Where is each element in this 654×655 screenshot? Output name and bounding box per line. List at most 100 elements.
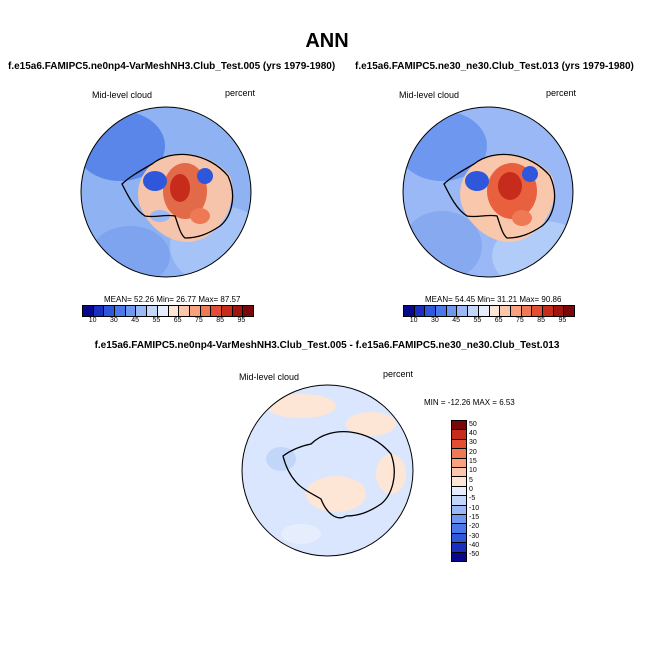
colorbar-swatch <box>136 306 148 316</box>
colorbar-swatch <box>452 543 466 553</box>
panel1-min: 26.77 <box>176 295 197 304</box>
colorbar-swatch <box>452 533 466 544</box>
panel1-mean: 52.26 <box>134 295 155 304</box>
colorbar-swatch <box>179 306 190 316</box>
colorbar-tick-label: 65 <box>494 317 503 324</box>
colorbar-swatch <box>414 306 426 316</box>
panel2-stats: MEAN= 54.45 Min= 31.21 Max= 90.86 <box>425 295 561 304</box>
colorbar-tick-label: 95 <box>237 317 246 324</box>
panel2-polar-map <box>402 106 574 278</box>
panel2-max-label: Max= <box>519 295 540 304</box>
colorbar-tick-label: 30 <box>430 317 439 324</box>
panel3-cloud-field <box>266 394 336 418</box>
colorbar-swatch <box>200 306 212 316</box>
colorbar-tick-label: -15 <box>469 514 480 521</box>
colorbar-tick-label: 55 <box>473 317 482 324</box>
colorbar-swatch <box>489 306 501 316</box>
colorbar-swatch <box>157 306 169 316</box>
colorbar-swatch <box>83 306 94 316</box>
colorbar-tick-label: 75 <box>194 317 203 324</box>
panel3-max: 6.53 <box>499 398 515 407</box>
colorbar-swatch <box>452 496 466 506</box>
panel2-title: f.e15a6.FAMIPC5.ne30_ne30.Club_Test.013 … <box>355 61 634 72</box>
panel1-stats: MEAN= 52.26 Min= 26.77 Max= 87.57 <box>104 295 240 304</box>
colorbar-swatch <box>452 430 466 440</box>
colorbar-swatch <box>147 306 158 316</box>
colorbar-tick-label: 45 <box>131 317 140 324</box>
colorbar-swatch <box>510 306 522 316</box>
panel1-max-label: Max= <box>198 295 219 304</box>
panel2-units: percent <box>546 88 577 98</box>
panel1-mean-label: MEAN= <box>104 295 132 304</box>
colorbar-swatch <box>500 306 511 316</box>
colorbar-swatch <box>211 306 222 316</box>
panel1-max: 87.57 <box>220 295 241 304</box>
colorbar-swatch <box>452 458 466 469</box>
colorbar-swatch <box>243 306 253 316</box>
colorbar-swatch <box>452 515 466 525</box>
panel1-polar-map <box>80 106 252 278</box>
panel1-colorbar <box>82 305 254 317</box>
colorbar-swatch <box>232 306 244 316</box>
colorbar-swatch <box>478 306 490 316</box>
colorbar-tick-label: 30 <box>109 317 118 324</box>
colorbar-swatch <box>564 306 574 316</box>
panel3-stats: MIN = -12.26 MAX = 6.53 <box>424 398 515 407</box>
panel1-title: f.e15a6.FAMIPC5.ne0np4-VarMeshNH3.Club_T… <box>8 61 336 72</box>
colorbar-tick-label: 50 <box>469 420 477 428</box>
colorbar-tick-label: 0 <box>469 486 473 493</box>
colorbar-swatch <box>115 306 126 316</box>
colorbar-swatch <box>452 552 466 562</box>
colorbar-tick-label: 10 <box>469 467 477 475</box>
panel2-mean-label: MEAN= <box>425 295 453 304</box>
panel1-min-label: Min= <box>156 295 174 304</box>
colorbar-swatch <box>452 421 466 431</box>
colorbar-swatch <box>168 306 180 316</box>
panel2-variable: Mid-level cloud <box>399 90 460 100</box>
colorbar-swatch <box>425 306 437 316</box>
colorbar-swatch <box>452 505 466 516</box>
colorbar-swatch <box>452 477 466 487</box>
panel1-variable: Mid-level cloud <box>92 90 153 100</box>
colorbar-tick-label: -20 <box>469 523 480 531</box>
colorbar-tick-label: 45 <box>452 317 461 324</box>
colorbar-tick-label: 75 <box>515 317 524 324</box>
colorbar-swatch <box>452 439 466 450</box>
panel3-title: f.e15a6.FAMIPC5.ne0np4-VarMeshNH3.Club_T… <box>94 340 560 351</box>
panel2-mean: 54.45 <box>455 295 476 304</box>
colorbar-tick-label: 20 <box>469 448 477 456</box>
colorbar-swatch <box>457 306 469 316</box>
panel3-min-label: MIN = <box>424 398 446 407</box>
colorbar-swatch <box>221 306 233 316</box>
colorbar-tick-label: 85 <box>537 317 546 324</box>
colorbar-swatch <box>553 306 565 316</box>
colorbar-tick-label: -40 <box>469 542 480 549</box>
colorbar-tick-label: -10 <box>469 504 480 512</box>
colorbar-swatch <box>404 306 415 316</box>
panel3-max-label: MAX = <box>472 398 497 407</box>
panel1-units: percent <box>225 88 256 98</box>
colorbar-swatch <box>125 306 137 316</box>
colorbar-tick-label: 10 <box>409 317 418 324</box>
colorbar-swatch <box>436 306 447 316</box>
colorbar-tick-label: -30 <box>469 532 480 540</box>
panel3-variable: Mid-level cloud <box>239 372 300 382</box>
colorbar-tick-label: 15 <box>469 458 477 465</box>
colorbar-swatch <box>104 306 116 316</box>
panel2-min: 31.21 <box>497 295 518 304</box>
colorbar-tick-label: 5 <box>469 476 473 484</box>
colorbar-tick-label: 95 <box>558 317 567 324</box>
colorbar-swatch <box>468 306 479 316</box>
colorbar-swatch <box>452 468 466 478</box>
main-title: ANN <box>305 30 349 52</box>
panel3-polar-map <box>241 384 414 557</box>
colorbar-tick-label: 10 <box>88 317 97 324</box>
colorbar-swatch <box>446 306 458 316</box>
colorbar-swatch <box>93 306 105 316</box>
panel2-min-label: Min= <box>477 295 495 304</box>
colorbar-tick-label: -50 <box>469 551 480 559</box>
colorbar-tick-label: 55 <box>152 317 161 324</box>
colorbar-swatch <box>542 306 554 316</box>
panel3-min: -12.26 <box>447 398 471 407</box>
colorbar-swatch <box>452 524 466 534</box>
